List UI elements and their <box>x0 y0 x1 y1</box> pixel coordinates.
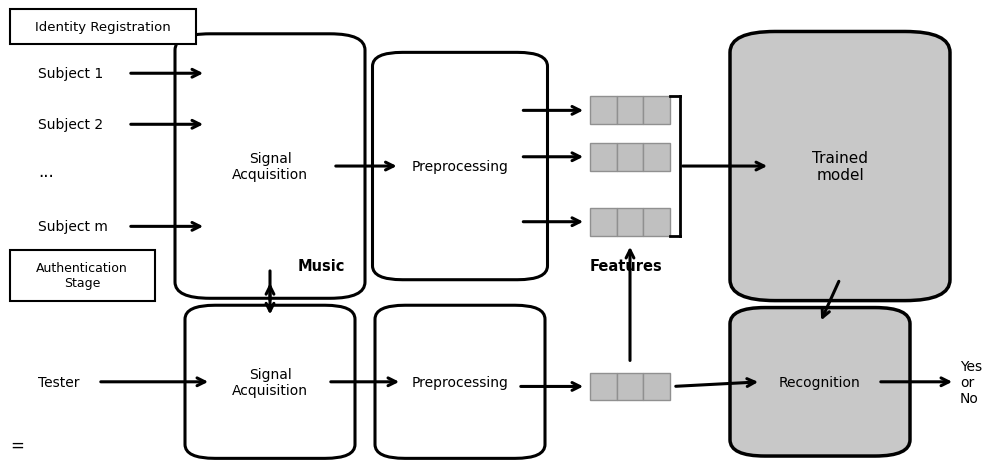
FancyBboxPatch shape <box>730 308 910 456</box>
Text: Recognition: Recognition <box>779 375 861 389</box>
Text: Subject 2: Subject 2 <box>38 118 103 132</box>
Text: Music: Music <box>298 259 345 274</box>
Text: Signal
Acquisition: Signal Acquisition <box>232 151 308 182</box>
Bar <box>590 97 617 125</box>
Bar <box>590 144 617 171</box>
Bar <box>590 373 617 400</box>
Bar <box>617 97 643 125</box>
Text: Yes
or
No: Yes or No <box>960 359 982 405</box>
Bar <box>643 144 670 171</box>
Text: Preprocessing: Preprocessing <box>412 375 508 389</box>
Bar <box>617 144 643 171</box>
Bar <box>10 250 154 301</box>
Text: Features: Features <box>590 259 663 274</box>
Text: Signal
Acquisition: Signal Acquisition <box>232 367 308 397</box>
FancyBboxPatch shape <box>375 306 545 458</box>
Text: Subject 1: Subject 1 <box>38 67 103 81</box>
Text: Authentication
Stage: Authentication Stage <box>36 262 128 289</box>
Text: Preprocessing: Preprocessing <box>412 160 508 174</box>
Bar <box>617 373 643 400</box>
Bar <box>10 11 196 45</box>
Text: Identity Registration: Identity Registration <box>35 21 171 34</box>
FancyBboxPatch shape <box>373 53 548 280</box>
FancyBboxPatch shape <box>175 35 365 299</box>
Bar <box>643 208 670 236</box>
Bar <box>617 208 643 236</box>
Bar <box>590 208 617 236</box>
FancyBboxPatch shape <box>730 32 950 301</box>
Text: Tester: Tester <box>38 375 80 389</box>
Bar <box>643 97 670 125</box>
FancyBboxPatch shape <box>185 306 355 458</box>
Text: ...: ... <box>38 163 54 180</box>
Text: Subject m: Subject m <box>38 220 108 234</box>
Bar <box>643 373 670 400</box>
Text: =: = <box>10 436 24 453</box>
Text: Trained
model: Trained model <box>812 150 868 183</box>
